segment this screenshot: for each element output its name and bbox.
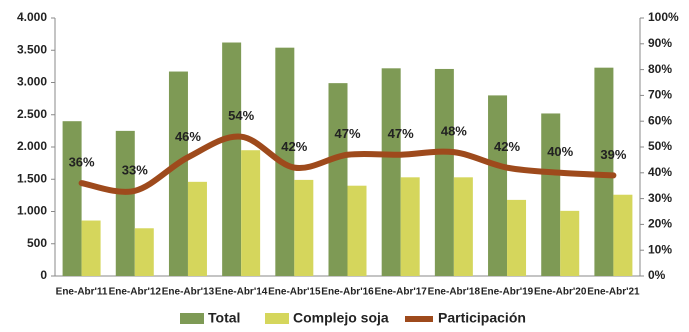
line	[78, 133, 617, 195]
bar	[168, 71, 188, 276]
bar	[507, 199, 527, 276]
y2-tick-label: 80%	[648, 62, 672, 76]
x-tick-label: Ene-Abr'11	[56, 287, 108, 298]
y-tick-label: 4.000	[17, 10, 47, 24]
bar	[187, 181, 207, 276]
bar	[81, 220, 101, 276]
y2-tick-label: 70%	[648, 88, 672, 102]
legend-label: Complejo soja	[293, 310, 389, 326]
y2-tick-label: 60%	[648, 113, 672, 127]
x-tick-label: Ene-Abr'12	[109, 287, 162, 298]
y2-tick-label: 50%	[648, 139, 672, 153]
legend-label: Participación	[438, 310, 526, 326]
bar	[453, 177, 473, 276]
y2-tick-label: 10%	[648, 242, 672, 256]
x-tick-label: Ene-Abr'13	[162, 287, 215, 298]
y-tick-label: 1.500	[17, 171, 47, 185]
bar	[222, 42, 242, 277]
y-tick-label: 2.000	[17, 139, 47, 153]
bar	[560, 210, 580, 276]
legend-label: Total	[208, 310, 240, 326]
data-label: 48%	[441, 124, 467, 139]
y2-tick-label: 90%	[648, 36, 672, 50]
legend-swatch	[265, 313, 289, 324]
data-label: 33%	[122, 162, 148, 177]
data-label: 46%	[175, 129, 201, 144]
x-tick-label: Ene-Abr'16	[321, 287, 374, 298]
x-tick-label: Ene-Abr'18	[428, 287, 481, 298]
bar	[434, 68, 454, 276]
x-tick-label: Ene-Abr'19	[481, 287, 534, 298]
data-label: 54%	[228, 108, 254, 123]
bar	[241, 150, 261, 276]
data-label: 42%	[494, 139, 520, 154]
x-tick-label: Ene-Abr'14	[215, 287, 268, 298]
bar	[400, 177, 420, 276]
y-tick-label: 500	[27, 236, 47, 250]
bar	[594, 67, 614, 276]
y2-tick-label: 100%	[648, 10, 679, 24]
y-tick-label: 3.000	[17, 75, 47, 89]
bar	[488, 95, 508, 277]
bar	[115, 130, 135, 276]
data-label: 40%	[547, 144, 573, 159]
data-label: 47%	[388, 126, 414, 141]
bar	[381, 68, 401, 276]
x-tick-label: Ene-Abr'21	[587, 287, 640, 298]
y2-tick-label: 30%	[648, 191, 672, 205]
y-tick-label: 1.000	[17, 204, 47, 218]
data-label: 42%	[281, 139, 307, 154]
bar	[347, 185, 367, 276]
y2-tick-label: 20%	[648, 217, 672, 231]
y2-tick-label: 40%	[648, 165, 672, 179]
data-label: 36%	[69, 155, 95, 170]
bar	[294, 179, 314, 276]
data-label: 47%	[334, 126, 360, 141]
bar	[613, 194, 633, 276]
data-label: 39%	[600, 147, 626, 162]
y-tick-label: 0	[40, 268, 47, 282]
x-tick-label: Ene-Abr'15	[268, 287, 321, 298]
bar	[328, 83, 348, 277]
bar	[62, 121, 82, 276]
x-tick-label: Ene-Abr'20	[534, 287, 587, 298]
x-tick-label: Ene-Abr'17	[374, 287, 427, 298]
bar	[134, 228, 154, 276]
legend-swatch	[180, 313, 204, 324]
y2-tick-label: 0%	[648, 268, 666, 282]
y-tick-label: 3.500	[17, 42, 47, 56]
y-tick-label: 2.500	[17, 107, 47, 121]
bar	[541, 113, 561, 277]
